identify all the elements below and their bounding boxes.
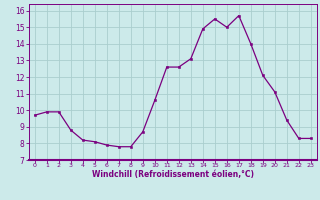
X-axis label: Windchill (Refroidissement éolien,°C): Windchill (Refroidissement éolien,°C) [92,170,254,179]
